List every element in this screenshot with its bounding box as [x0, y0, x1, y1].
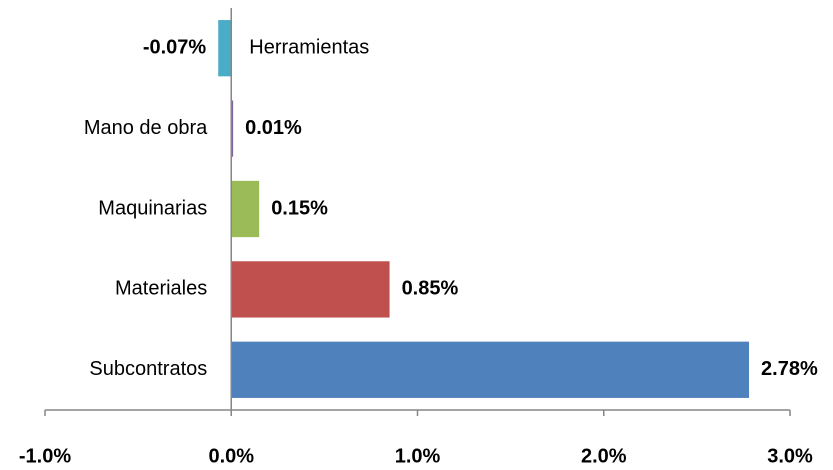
- category-label: Herramientas: [249, 36, 369, 58]
- x-tick-label: 1.0%: [395, 445, 441, 467]
- value-label: 0.85%: [402, 278, 459, 300]
- category-label: Materiales: [115, 278, 207, 300]
- bar: [231, 261, 390, 318]
- x-tick-label: 2.0%: [581, 445, 627, 467]
- category-label: Mano de obra: [84, 117, 208, 139]
- value-label: 2.78%: [761, 358, 818, 380]
- bar: [231, 100, 234, 157]
- bar: [231, 180, 260, 238]
- x-tick-label: -1.0%: [19, 445, 71, 467]
- value-label: 0.15%: [271, 197, 328, 219]
- value-label: 0.01%: [245, 117, 302, 139]
- category-label: Maquinarias: [98, 197, 207, 219]
- bar: [231, 341, 750, 398]
- value-label: -0.07%: [143, 36, 207, 58]
- category-label: Subcontratos: [89, 358, 207, 380]
- bar: [218, 20, 232, 77]
- x-tick-label: 3.0%: [767, 445, 813, 467]
- x-tick-label: 0.0%: [208, 445, 254, 467]
